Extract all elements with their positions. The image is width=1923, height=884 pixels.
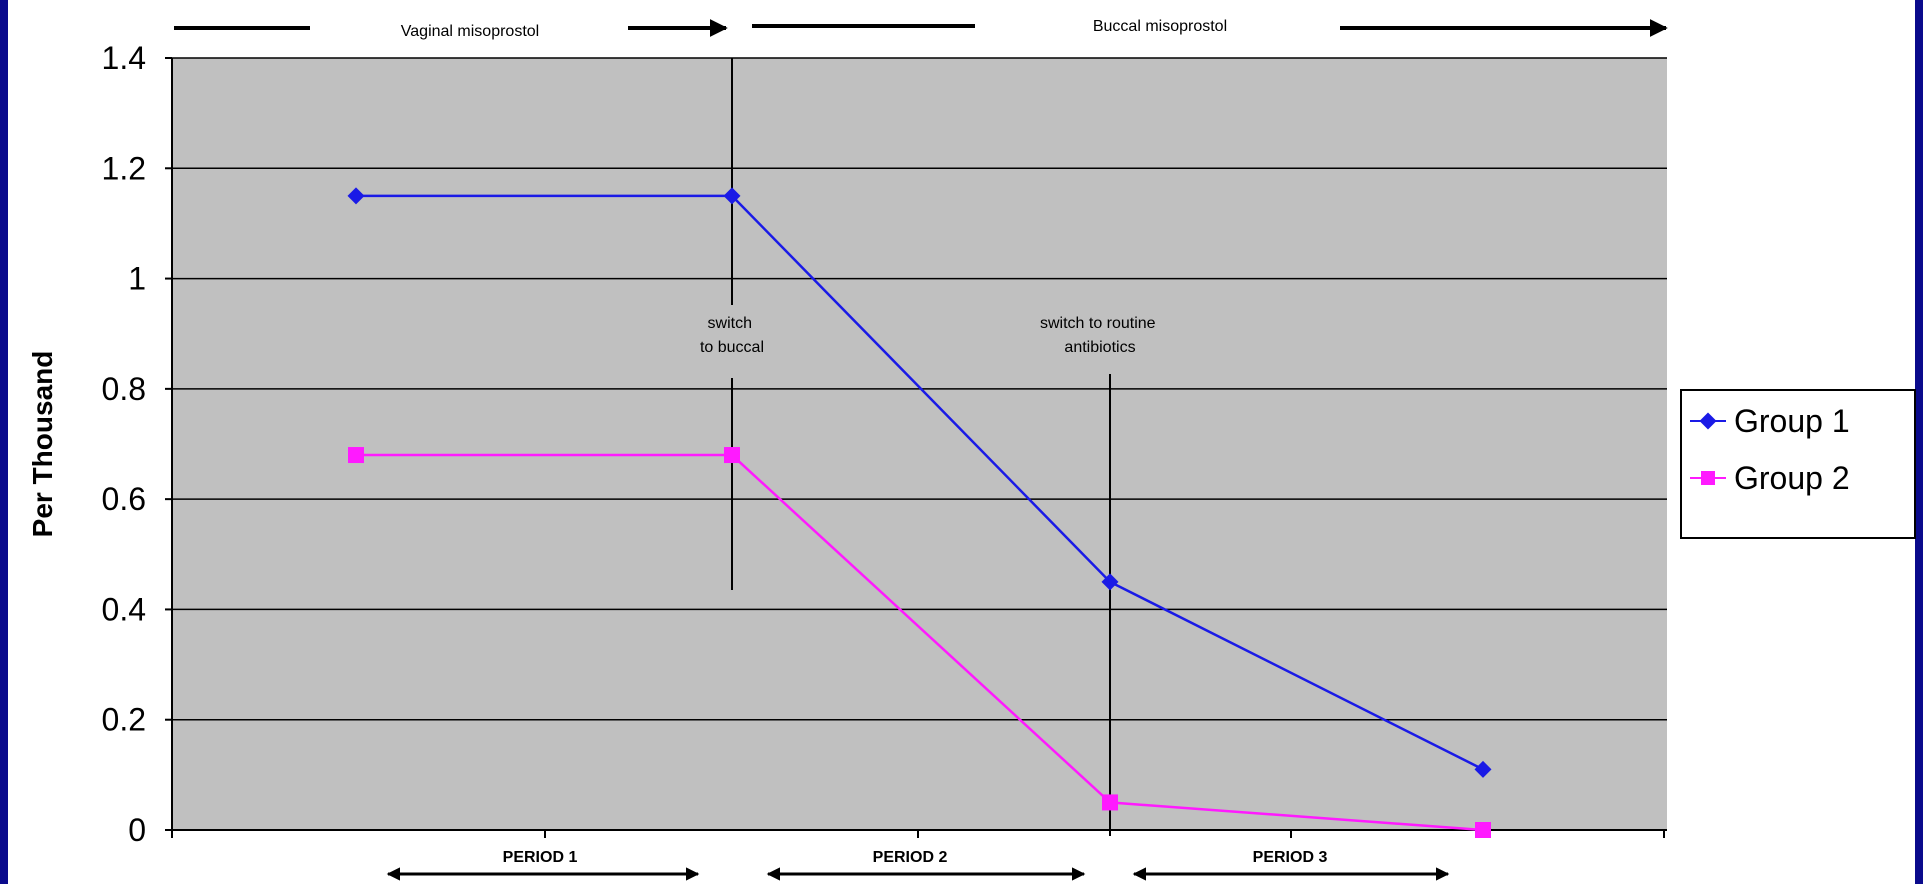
legend-box: [1680, 389, 1916, 539]
y-tick-labels: 0 0.2 0.4 0.6 0.8 1 1.2 1.4: [102, 40, 146, 848]
y-tick-label: 0.8: [102, 371, 146, 407]
vaginal-misoprostol-label: Vaginal misoprostol: [401, 23, 539, 40]
data-point-group2: [1102, 794, 1118, 811]
y-tick-label: 0.2: [102, 702, 146, 738]
data-point-group2: [348, 447, 364, 464]
series-line-group1: [356, 194, 1484, 771]
gridlines: [165, 57, 1667, 831]
switch-buccal-line2: to buccal: [700, 339, 764, 356]
data-point-group1: [1474, 760, 1492, 778]
switch-antibiotics-line2: antibiotics: [1064, 339, 1135, 356]
data-point-group1: [347, 187, 365, 205]
data-point-group1: [1101, 573, 1119, 591]
series-line-group2: [356, 453, 1484, 832]
legend-marker-group2: [1701, 471, 1715, 485]
y-tick-label: 0.4: [102, 591, 146, 627]
y-tick-label: 0.6: [102, 481, 146, 517]
legend: Group 1 Group 2: [1680, 389, 1916, 539]
switch-buccal-line1: switch: [708, 315, 752, 332]
right-frame: [1915, 0, 1923, 884]
y-tick-label: 0: [128, 812, 146, 848]
switch-antibiotics-annotation: switch to routine antibiotics: [1040, 315, 1160, 356]
left-frame: [0, 0, 8, 884]
legend-label-group1: Group 1: [1734, 403, 1850, 439]
switch-antibiotics-line1: switch to routine: [1040, 315, 1156, 332]
data-point-group2: [724, 447, 740, 464]
period-2-label: PERIOD 2: [873, 849, 948, 866]
period-3-label: PERIOD 3: [1253, 849, 1328, 866]
switch-buccal-annotation: switch to buccal: [700, 315, 764, 356]
x-axis-ticks: [171, 830, 1665, 838]
period-1-label: PERIOD 1: [503, 849, 578, 866]
y-tick-label: 1.4: [102, 40, 146, 76]
y-axis-title: Per Thousand: [27, 351, 58, 538]
buccal-misoprostol-label: Buccal misoprostol: [1093, 18, 1227, 35]
legend-label-group2: Group 2: [1734, 460, 1850, 496]
y-tick-label: 1.2: [102, 150, 146, 186]
series-layer: [347, 187, 1492, 838]
data-point-group1: [723, 187, 741, 205]
y-tick-label: 1: [128, 261, 146, 297]
plot-area: [172, 58, 1667, 830]
data-point-group2: [1475, 822, 1491, 838]
